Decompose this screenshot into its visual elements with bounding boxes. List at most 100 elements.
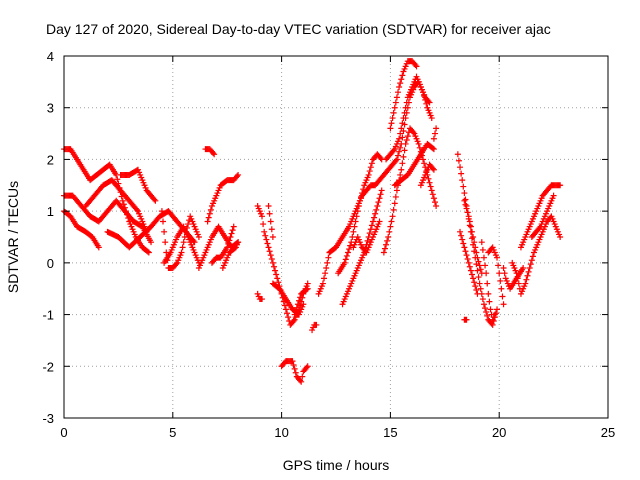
data-point	[386, 228, 393, 235]
data-point	[463, 316, 470, 323]
data-point	[304, 363, 311, 370]
data-point	[428, 115, 435, 122]
data-point	[429, 191, 436, 198]
data-point	[428, 187, 435, 194]
data-point	[368, 222, 375, 229]
data-point	[399, 72, 406, 79]
data-point	[527, 261, 534, 268]
data-point	[282, 306, 289, 313]
data-point	[415, 140, 422, 147]
data-point	[500, 301, 507, 308]
data-point	[355, 202, 362, 209]
data-point	[476, 262, 483, 269]
series-track-37	[485, 244, 507, 308]
x-tick-label: 5	[169, 425, 176, 440]
data-point	[432, 130, 439, 137]
series-track-2	[61, 192, 155, 246]
data-point	[371, 214, 378, 221]
data-point	[471, 239, 478, 246]
data-point	[266, 248, 273, 255]
series-track-14	[254, 290, 266, 303]
data-point	[460, 183, 467, 190]
data-point	[494, 306, 501, 313]
data-point	[133, 206, 140, 213]
series-track-9	[195, 223, 242, 272]
data-point	[524, 272, 531, 279]
y-tick-label: -1	[42, 308, 54, 323]
data-point	[501, 270, 508, 277]
data-point	[367, 226, 374, 233]
data-point	[262, 232, 269, 239]
data-point	[390, 206, 397, 213]
data-point	[399, 120, 406, 127]
data-point	[397, 171, 404, 178]
data-point	[281, 302, 288, 309]
data-point	[398, 166, 405, 173]
data-point	[144, 248, 151, 255]
data-point	[499, 293, 506, 300]
data-point	[420, 156, 427, 163]
data-point	[459, 236, 466, 243]
series-track-19	[291, 285, 311, 318]
data-point	[523, 276, 530, 283]
data-point	[480, 254, 487, 261]
data-point	[466, 218, 473, 225]
data-point	[303, 364, 310, 371]
data-point	[513, 270, 520, 277]
series-track-22	[326, 78, 435, 256]
data-point	[299, 373, 306, 380]
data-point	[432, 199, 439, 206]
data-point	[458, 170, 465, 177]
data-point	[387, 125, 394, 132]
data-point	[368, 160, 375, 167]
data-point	[401, 109, 408, 116]
data-point	[341, 259, 348, 266]
data-point	[484, 280, 491, 287]
data-point	[498, 285, 505, 292]
y-axis-label: SDTVAR / TECUs	[5, 181, 21, 293]
series-track-30	[417, 161, 437, 189]
data-point	[526, 265, 533, 272]
data-point	[474, 267, 481, 274]
data-point	[484, 312, 491, 319]
data-point	[294, 301, 301, 308]
data-point	[466, 263, 473, 270]
data-point	[429, 145, 436, 152]
series-track-35	[461, 316, 470, 323]
data-point	[469, 271, 475, 278]
series-track-8	[161, 223, 202, 266]
data-point	[291, 311, 298, 318]
data-point	[483, 308, 490, 315]
series-track-27	[383, 73, 433, 163]
data-point	[397, 144, 404, 151]
x-tick-label: 0	[60, 425, 67, 440]
data-point	[173, 261, 180, 268]
data-point	[491, 311, 498, 318]
data-point	[225, 240, 232, 247]
data-point	[433, 125, 440, 132]
data-point	[497, 277, 504, 284]
series-track-28	[387, 58, 420, 132]
data-point	[180, 239, 187, 246]
data-point	[324, 259, 331, 266]
data-point	[426, 99, 433, 106]
data-point	[470, 275, 477, 282]
data-point	[392, 157, 399, 164]
data-point	[352, 218, 359, 225]
y-tick-label: -2	[42, 359, 54, 374]
y-tick-label: -3	[42, 411, 54, 426]
data-point	[515, 280, 522, 287]
data-point	[267, 218, 274, 225]
data-point	[367, 164, 374, 171]
data-point	[303, 286, 310, 293]
data-point	[325, 254, 332, 261]
data-point	[228, 230, 235, 237]
data-point	[269, 259, 276, 266]
data-point	[416, 144, 423, 151]
data-point	[390, 147, 397, 154]
data-point	[396, 148, 403, 155]
data-point	[479, 296, 486, 303]
data-point	[457, 164, 464, 171]
data-point	[365, 171, 372, 178]
